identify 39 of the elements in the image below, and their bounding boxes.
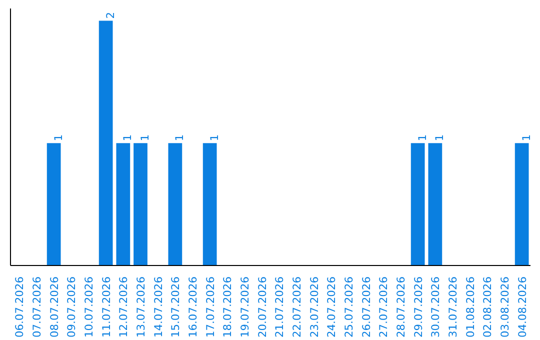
x-tick-label: 29.07.2026 (412, 276, 425, 338)
x-tick-label: 27.07.2026 (377, 276, 390, 338)
x-tick-label: 02.08.2026 (481, 276, 494, 338)
x-tick-label: 10.07.2026 (82, 276, 96, 338)
x-tick-label: 18.07.2026 (221, 276, 234, 338)
x-tick-label: 20.07.2026 (256, 276, 269, 338)
x-tick-label: 01.08.2026 (464, 276, 477, 338)
x-tick-label: 04.08.2026 (516, 276, 529, 338)
x-tick-label: 07.07.2026 (30, 276, 44, 338)
data-label: 1 (138, 134, 152, 142)
x-tick-label: 31.07.2026 (446, 276, 460, 338)
x-tick-label: 22.07.2026 (290, 276, 304, 338)
x-tick-label: 08.07.2026 (48, 276, 61, 338)
x-tick-label: 17.07.2026 (204, 276, 217, 338)
data-label: 2 (104, 12, 117, 19)
x-tick-label: 23.07.2026 (308, 276, 321, 338)
data-label: 1 (52, 134, 65, 142)
x-tick-label: 12.07.2026 (117, 276, 130, 338)
data-label: 1 (173, 134, 186, 142)
x-tick-label: 03.08.2026 (498, 276, 512, 338)
x-tick-label: 15.07.2026 (169, 276, 182, 338)
x-tick-label: 30.07.2026 (429, 276, 442, 338)
data-label: 1 (520, 134, 533, 142)
x-tick-label: 13.07.2026 (134, 276, 148, 338)
x-tick-label: 14.07.2026 (152, 276, 165, 338)
x-tick-label: 19.07.2026 (238, 276, 252, 338)
x-tick-label: 16.07.2026 (186, 276, 200, 338)
x-tick-label: 11.07.2026 (100, 276, 113, 338)
x-tick-label: 28.07.2026 (394, 276, 408, 338)
x-tick-label: 24.07.2026 (325, 276, 338, 338)
x-tick-label: 26.07.2026 (360, 276, 373, 338)
x-tick-label: 25.07.2026 (342, 276, 356, 338)
x-tick-label: 09.07.2026 (65, 276, 78, 338)
data-label: 1 (208, 134, 221, 142)
data-label: 1 (121, 134, 134, 142)
x-tick-label: 06.07.2026 (13, 276, 26, 338)
x-tick-label: 21.07.2026 (273, 276, 286, 338)
data-label: 1 (416, 134, 429, 142)
data-label: 1 (433, 134, 446, 142)
